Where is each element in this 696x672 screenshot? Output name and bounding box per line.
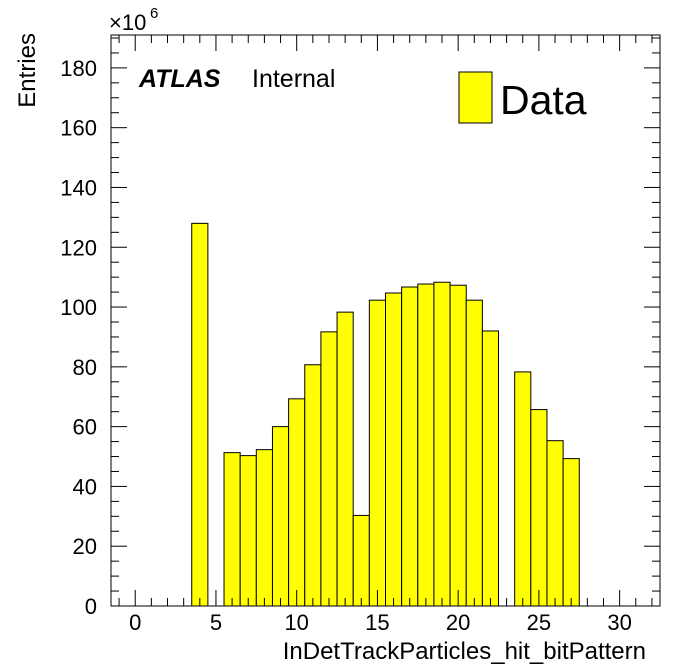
x-tick-label: 30 xyxy=(607,610,631,635)
y-tick-labels: 0 20 40 60 80 100 120 140 160 180 xyxy=(60,56,97,619)
y-tick-label: 160 xyxy=(60,116,97,141)
histogram-bar xyxy=(401,286,419,607)
histogram-bar xyxy=(514,371,532,607)
axis-ticks xyxy=(111,35,660,607)
histogram-bar xyxy=(239,455,257,607)
y-tick-label: 80 xyxy=(73,355,97,380)
histogram-bar xyxy=(530,409,548,607)
x-tick-labels: 0 5 10 15 20 25 30 xyxy=(129,610,632,635)
y-tick-label: 20 xyxy=(73,534,97,559)
histogram-bar xyxy=(449,284,467,607)
legend-label-data: Data xyxy=(500,77,587,123)
x-tick-label: 25 xyxy=(527,610,551,635)
y-axis-title: Entries xyxy=(14,33,41,108)
histogram-bar xyxy=(562,458,580,607)
y-tick-label: 140 xyxy=(60,175,97,200)
y-tick-label: 60 xyxy=(73,415,97,440)
histogram-bar xyxy=(546,440,564,607)
atlas-label: ATLAS xyxy=(138,65,221,93)
internal-label: Internal xyxy=(252,65,335,93)
histogram-bar xyxy=(465,299,483,607)
y-axis-exponent-base: ×10 xyxy=(109,10,146,35)
x-axis-title: InDetTrackParticles_hit_bitPattern xyxy=(283,638,646,665)
histogram-bar xyxy=(304,364,322,607)
x-tick-label: 10 xyxy=(284,610,308,635)
histogram-bar xyxy=(320,331,338,607)
histogram-bar xyxy=(417,283,435,607)
histogram-bar xyxy=(385,292,403,607)
histogram-bar xyxy=(191,222,209,607)
histogram-bar xyxy=(433,281,451,607)
y-axis-exponent-power: 6 xyxy=(150,5,158,22)
histogram-bar xyxy=(271,426,290,607)
histogram-bar xyxy=(481,330,500,607)
y-tick-label: 40 xyxy=(73,474,97,499)
histogram-bar xyxy=(336,311,354,607)
x-tick-label: 15 xyxy=(365,610,389,635)
x-tick-label: 0 xyxy=(129,610,141,635)
histogram-bar xyxy=(352,514,370,607)
y-tick-label: 120 xyxy=(60,235,97,260)
histogram-bar xyxy=(223,452,241,607)
y-tick-label: 100 xyxy=(60,295,97,320)
plot-frame xyxy=(110,34,661,607)
legend-swatch-data xyxy=(458,71,493,124)
histogram-bar xyxy=(368,299,386,607)
x-tick-label: 20 xyxy=(446,610,470,635)
y-tick-label: 0 xyxy=(85,594,97,619)
histogram-bar xyxy=(288,398,306,607)
y-tick-label: 180 xyxy=(60,56,97,81)
histogram-bars xyxy=(191,222,580,607)
x-tick-label: 5 xyxy=(210,610,222,635)
histogram-bar xyxy=(255,449,273,607)
